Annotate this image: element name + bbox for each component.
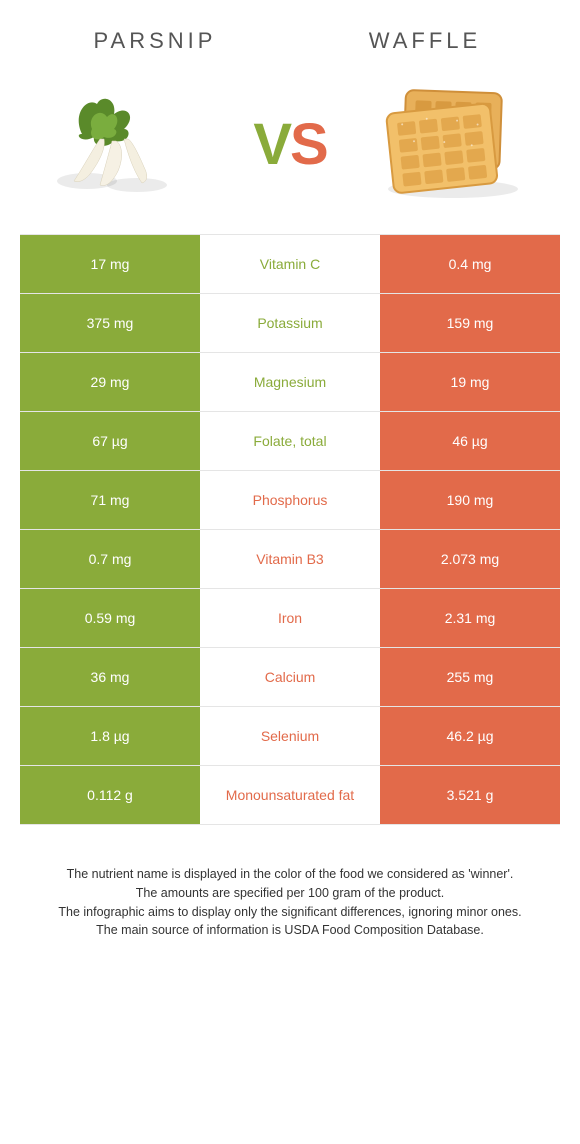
nutrient-label-cell: Folate, total: [200, 412, 380, 470]
nutrient-table: 17 mgVitamin C0.4 mg375 mgPotassium159 m…: [20, 234, 560, 825]
table-row: 71 mgPhosphorus190 mg: [20, 471, 560, 530]
nutrient-label-cell: Calcium: [200, 648, 380, 706]
nutrient-label-cell: Iron: [200, 589, 380, 647]
footer-line: The infographic aims to display only the…: [30, 903, 550, 922]
table-row: 0.59 mgIron2.31 mg: [20, 589, 560, 648]
table-row: 17 mgVitamin C0.4 mg: [20, 235, 560, 294]
left-value-cell: 375 mg: [20, 294, 200, 352]
nutrient-label-cell: Potassium: [200, 294, 380, 352]
right-value-cell: 46 µg: [380, 412, 560, 470]
left-value-cell: 0.59 mg: [20, 589, 200, 647]
waffle-image: [337, 84, 570, 204]
table-row: 0.112 gMonounsaturated fat3.521 g: [20, 766, 560, 825]
right-value-cell: 190 mg: [380, 471, 560, 529]
infographic-container: Parsnip Waffle VS: [0, 0, 580, 970]
nutrient-label-cell: Vitamin C: [200, 235, 380, 293]
right-value-cell: 255 mg: [380, 648, 560, 706]
footer-line: The nutrient name is displayed in the co…: [30, 865, 550, 884]
vs-s: S: [290, 112, 327, 177]
footer-notes: The nutrient name is displayed in the co…: [0, 825, 580, 970]
right-value-cell: 159 mg: [380, 294, 560, 352]
right-value-cell: 0.4 mg: [380, 235, 560, 293]
table-row: 36 mgCalcium255 mg: [20, 648, 560, 707]
left-value-cell: 1.8 µg: [20, 707, 200, 765]
footer-line: The main source of information is USDA F…: [30, 921, 550, 940]
footer-line: The amounts are specified per 100 gram o…: [30, 884, 550, 903]
titles-row: Parsnip Waffle: [0, 0, 580, 74]
vs-label: VS: [243, 111, 336, 178]
left-value-cell: 0.112 g: [20, 766, 200, 824]
hero-row: VS: [0, 74, 580, 234]
right-value-cell: 2.073 mg: [380, 530, 560, 588]
right-value-cell: 2.31 mg: [380, 589, 560, 647]
nutrient-label-cell: Phosphorus: [200, 471, 380, 529]
left-value-cell: 0.7 mg: [20, 530, 200, 588]
left-value-cell: 29 mg: [20, 353, 200, 411]
right-value-cell: 19 mg: [380, 353, 560, 411]
nutrient-label-cell: Selenium: [200, 707, 380, 765]
left-food-title: Parsnip: [20, 28, 290, 54]
right-value-cell: 3.521 g: [380, 766, 560, 824]
parsnip-image: [10, 89, 243, 199]
nutrient-label-cell: Magnesium: [200, 353, 380, 411]
table-row: 375 mgPotassium159 mg: [20, 294, 560, 353]
left-value-cell: 67 µg: [20, 412, 200, 470]
nutrient-label-cell: Monounsaturated fat: [200, 766, 380, 824]
vs-v: V: [253, 112, 290, 177]
right-value-cell: 46.2 µg: [380, 707, 560, 765]
table-row: 29 mgMagnesium19 mg: [20, 353, 560, 412]
left-value-cell: 36 mg: [20, 648, 200, 706]
table-row: 67 µgFolate, total46 µg: [20, 412, 560, 471]
table-row: 0.7 mgVitamin B32.073 mg: [20, 530, 560, 589]
left-value-cell: 17 mg: [20, 235, 200, 293]
right-food-title: Waffle: [290, 28, 560, 54]
table-row: 1.8 µgSelenium46.2 µg: [20, 707, 560, 766]
nutrient-label-cell: Vitamin B3: [200, 530, 380, 588]
left-value-cell: 71 mg: [20, 471, 200, 529]
